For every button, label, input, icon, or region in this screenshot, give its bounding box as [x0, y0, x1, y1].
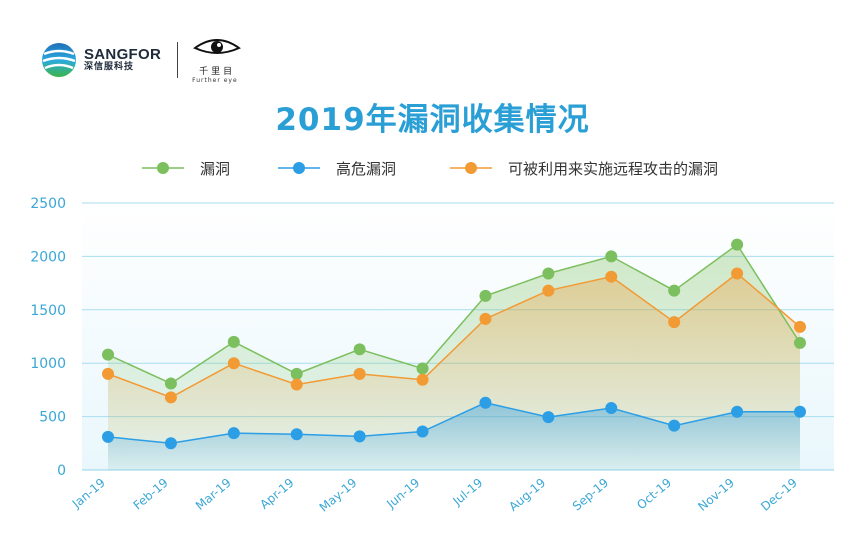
legend: 漏洞 高危漏洞 可被利用来实施远程攻击的漏洞 — [142, 160, 718, 178]
data-point — [416, 373, 429, 386]
x-tick-label: Mar-19 — [193, 476, 234, 513]
data-point — [353, 343, 366, 356]
data-point — [605, 402, 618, 415]
data-point — [416, 425, 429, 438]
data-point — [542, 267, 555, 280]
data-point — [668, 284, 681, 297]
data-point — [731, 238, 744, 251]
x-tick-label: Apr-19 — [257, 476, 296, 512]
series-line — [107, 272, 801, 399]
data-point — [731, 405, 744, 418]
data-point — [164, 377, 177, 390]
data-point — [605, 250, 618, 263]
partner-subtitle: Further eye — [192, 77, 238, 84]
data-point — [227, 335, 240, 348]
data-point — [290, 367, 303, 380]
x-tick-label: Sep-19 — [570, 476, 611, 514]
x-tick-label: Jan-19 — [69, 476, 108, 512]
partner-name: 千里目 — [199, 67, 236, 77]
brand-subtitle: 深信服科技 — [84, 62, 135, 73]
data-point — [794, 336, 806, 349]
data-point — [164, 437, 177, 450]
data-point — [416, 362, 429, 375]
data-point — [542, 284, 555, 297]
data-point — [227, 427, 240, 440]
data-point — [794, 320, 806, 333]
y-tick-label: 0 — [57, 463, 66, 479]
brand-name: SANGFOR — [84, 45, 162, 63]
data-point — [542, 411, 555, 424]
data-point — [102, 430, 114, 443]
y-tick-label: 1500 — [30, 303, 66, 319]
y-tick-label: 1000 — [30, 356, 66, 372]
data-point — [479, 289, 492, 302]
data-point — [102, 348, 114, 361]
y-axis: 0 500 1000 1500 2000 2500 — [30, 196, 66, 479]
data-point — [731, 267, 744, 280]
data-point — [290, 378, 303, 391]
data-point — [290, 428, 303, 441]
series-line — [107, 401, 800, 445]
x-tick-label: Nov-19 — [695, 476, 737, 514]
data-point — [794, 405, 806, 418]
series-line — [107, 243, 801, 385]
data-point — [353, 367, 366, 380]
logo-divider — [177, 42, 179, 78]
legend-label: 可被利用来实施远程攻击的漏洞 — [508, 160, 718, 178]
x-tick-label: Feb-19 — [131, 476, 171, 513]
data-point — [353, 430, 366, 443]
partner-logo: 千里目 Further eye — [192, 36, 242, 84]
x-tick-label: Aug-19 — [506, 476, 548, 514]
data-point — [102, 367, 114, 380]
data-point — [668, 419, 681, 432]
y-tick-label: 2000 — [30, 249, 66, 265]
legend-label: 漏洞 — [200, 160, 230, 178]
y-tick-label: 2500 — [30, 196, 66, 212]
data-point — [479, 312, 492, 325]
y-tick-label: 500 — [39, 410, 66, 426]
legend-marker — [293, 162, 305, 174]
header-logos: SANGFOR 深信服科技 千里目 Further eye — [40, 36, 242, 84]
chart-title: 2019年漏洞收集情况 — [275, 102, 590, 138]
x-tick-label: May-19 — [317, 476, 360, 515]
series-points — [102, 238, 806, 450]
series-areas — [108, 244, 800, 470]
data-point — [164, 391, 177, 404]
data-point — [227, 357, 240, 370]
sangfor-logo-icon — [42, 43, 76, 77]
data-point — [479, 396, 492, 409]
legend-label: 高危漏洞 — [336, 160, 396, 178]
data-point — [605, 270, 618, 283]
eye-logo-icon — [193, 39, 242, 54]
data-point — [668, 316, 681, 329]
series-lines — [107, 243, 801, 445]
legend-marker — [157, 162, 169, 174]
legend-marker — [465, 162, 477, 174]
x-tick-label: Oct-19 — [634, 476, 674, 513]
x-tick-label: Dec-19 — [758, 476, 800, 514]
x-tick-label: Jun-19 — [383, 476, 422, 512]
series-area — [108, 402, 800, 470]
x-tick-label: Jul-19 — [450, 476, 486, 509]
x-axis: Jan-19 Feb-19 Mar-19 Apr-19 May-19 Jun-19 Jul-… — [69, 476, 800, 515]
